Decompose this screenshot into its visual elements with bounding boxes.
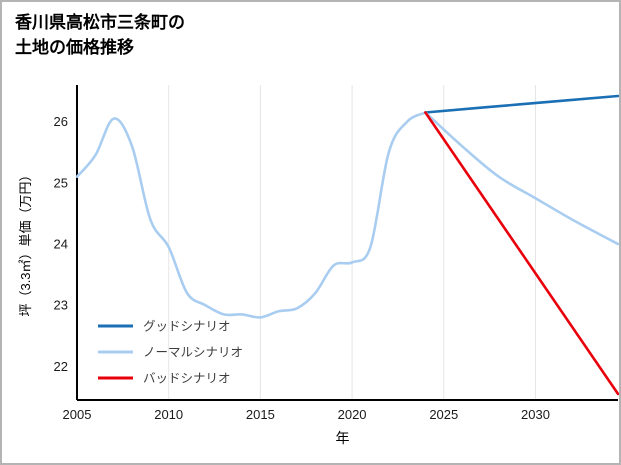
y-tick-label: 23 bbox=[54, 298, 68, 313]
chart-title-line2: 土地の価格推移 bbox=[15, 38, 134, 57]
legend-label-1: ノーマルシナリオ bbox=[143, 346, 243, 360]
x-tick-label: 2015 bbox=[246, 407, 275, 422]
x-tick-label: 2030 bbox=[521, 407, 550, 422]
chart-title-line1: 香川県高松市三条町の bbox=[15, 13, 185, 32]
x-tick-label: 2025 bbox=[429, 407, 458, 422]
y-tick-label: 26 bbox=[54, 114, 68, 129]
legend-label-0: グッドシナリオ bbox=[143, 320, 231, 334]
chart-title: 香川県高松市三条町の 土地の価格推移 bbox=[15, 10, 185, 60]
x-tick-label: 2010 bbox=[154, 407, 183, 422]
x-tick-label: 2020 bbox=[338, 407, 367, 422]
scenario-line-2 bbox=[424, 111, 619, 396]
scenario-line-0 bbox=[424, 94, 619, 114]
y-tick-label: 24 bbox=[54, 237, 68, 252]
x-axis-label: 年 bbox=[336, 430, 350, 446]
x-tick-label: 2005 bbox=[63, 407, 92, 422]
y-axis-label: 坪（3.3㎡）単価（万円） bbox=[18, 168, 33, 316]
y-tick-label: 22 bbox=[54, 359, 68, 374]
y-tick-label: 25 bbox=[54, 175, 68, 190]
scenario-line-1 bbox=[424, 111, 619, 246]
history-line bbox=[75, 111, 427, 319]
legend-label-2: バッドシナリオ bbox=[143, 372, 231, 386]
